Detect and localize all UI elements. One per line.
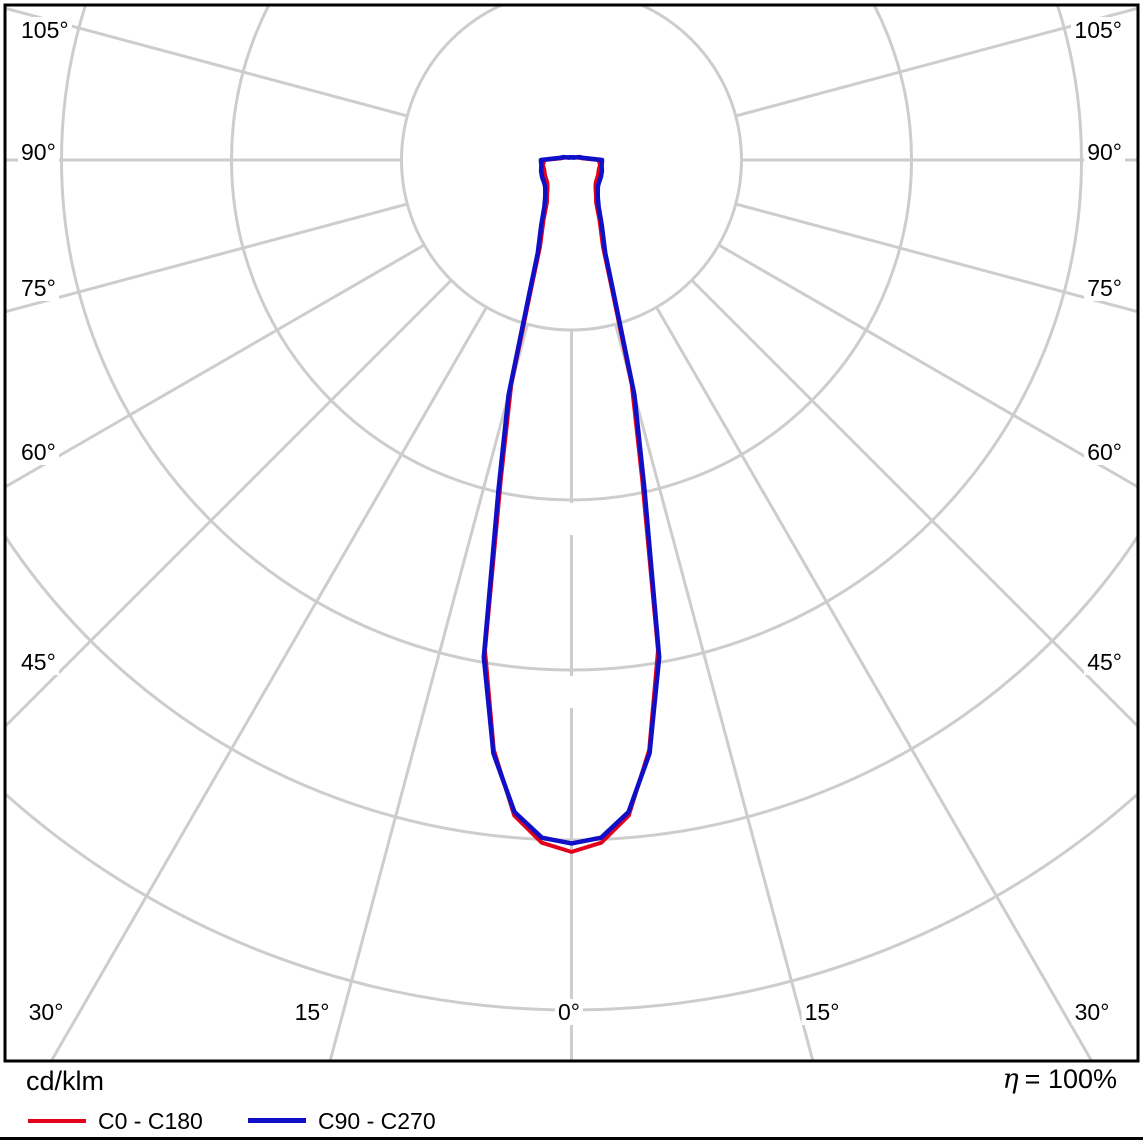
legend-item-c0-c180: C0 - C180: [28, 1108, 203, 1134]
angle-label-right-75: 75°: [1084, 275, 1125, 301]
eta-value: = 100%: [1024, 1064, 1117, 1094]
legend-label-c90-c270: C90 - C270: [318, 1108, 436, 1134]
angle-label-right-45: 45°: [1084, 649, 1125, 675]
angle-label-right-105: 105°: [1071, 17, 1125, 43]
legend-item-c90-c270: C90 - C270: [248, 1108, 436, 1134]
bottom-divider: [0, 1137, 1143, 1140]
legend-label-c0-c180: C0 - C180: [98, 1108, 203, 1134]
angle-label-left-90: 90°: [18, 139, 59, 165]
eta-symbol: η: [1002, 1064, 1019, 1095]
angle-label-right-60: 60°: [1084, 439, 1125, 465]
angle-label-bottom-15-left: 15°: [291, 999, 333, 1025]
efficiency-label: η = 100%: [1002, 1064, 1117, 1095]
angle-label-bottom-0: 0°: [555, 999, 583, 1025]
legend-swatch-red: [28, 1118, 86, 1123]
angle-label-bottom-15-right: 15°: [801, 999, 843, 1025]
legend-swatch-blue: [248, 1118, 306, 1124]
angle-label-right-90: 90°: [1084, 139, 1125, 165]
angle-label-left-75: 75°: [18, 275, 59, 301]
angle-label-left-45: 45°: [18, 649, 59, 675]
angle-label-bottom-30-left: 30°: [25, 999, 67, 1025]
angle-label-left-60: 60°: [18, 439, 59, 465]
angle-label-bottom-30-right: 30°: [1071, 999, 1113, 1025]
angle-label-left-105: 105°: [18, 17, 72, 43]
units-label: cd/klm: [26, 1066, 105, 1096]
